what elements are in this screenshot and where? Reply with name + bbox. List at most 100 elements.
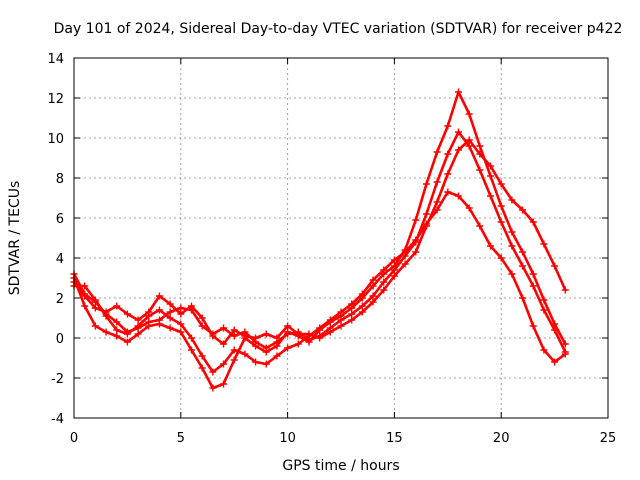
data-point-marker (551, 320, 559, 328)
data-point-marker (198, 352, 206, 360)
data-point-marker (166, 324, 174, 332)
data-point-marker (273, 342, 281, 350)
data-point-marker (220, 340, 228, 348)
data-point-marker (198, 314, 206, 322)
data-point-marker (262, 348, 270, 356)
data-point-marker (444, 122, 452, 130)
data-point-marker (134, 330, 142, 338)
y-tick-label: 0 (56, 332, 64, 347)
data-point-marker (433, 198, 441, 206)
data-point-marker (454, 88, 462, 96)
data-point-marker (91, 296, 99, 304)
data-point-marker (326, 316, 334, 324)
data-point-marker (187, 334, 195, 342)
series-line (72, 130, 567, 354)
data-point-marker (284, 322, 292, 330)
data-point-marker (220, 324, 228, 332)
data-point-marker (412, 216, 420, 224)
data-point-marker (145, 322, 153, 330)
data-point-marker (508, 270, 516, 278)
y-axis-label: SDTVAR / TECUs (7, 181, 23, 296)
data-point-marker (433, 206, 441, 214)
chart-title: Day 101 of 2024, Sidereal Day-to-day VTE… (54, 21, 623, 37)
x-tick-label: 10 (279, 431, 296, 446)
y-tick-label: 12 (47, 92, 64, 107)
data-point-marker (294, 330, 302, 338)
data-point-marker (113, 318, 121, 326)
data-point-marker (91, 304, 99, 312)
data-point-marker (230, 346, 238, 354)
data-point-marker (198, 322, 206, 330)
data-point-marker (422, 220, 430, 228)
data-point-marker (134, 316, 142, 324)
data-point-marker (422, 180, 430, 188)
data-point-marker (444, 170, 452, 178)
data-point-marker (294, 340, 302, 348)
data-point-marker (508, 242, 516, 250)
data-point-marker (422, 210, 430, 218)
data-point-marker (209, 332, 217, 340)
series-track-1 (70, 128, 569, 356)
plot-frame (73, 57, 609, 419)
data-point-marker (123, 330, 131, 338)
data-point-marker (166, 300, 174, 308)
data-point-marker (540, 240, 548, 248)
data-point-marker (465, 136, 473, 144)
data-point-marker (561, 286, 569, 294)
series-line (72, 90, 567, 390)
data-point-marker (252, 334, 260, 342)
data-point-marker (91, 322, 99, 330)
data-point-marker (81, 302, 89, 310)
data-point-marker (561, 350, 569, 358)
data-point-marker (145, 312, 153, 320)
data-point-marker (113, 326, 121, 334)
data-point-marker (273, 334, 281, 342)
data-point-marker (230, 332, 238, 340)
data-point-marker (487, 242, 495, 250)
data-point-marker (380, 278, 388, 286)
data-point-marker (230, 356, 238, 364)
data-point-marker (123, 338, 131, 346)
grid (74, 58, 608, 418)
data-point-marker (155, 320, 163, 328)
data-series (70, 88, 569, 392)
data-point-marker (123, 310, 131, 318)
data-point-marker (454, 128, 462, 136)
x-tick-label: 20 (493, 431, 510, 446)
data-point-marker (358, 290, 366, 298)
data-point-marker (284, 344, 292, 352)
data-point-marker (476, 142, 484, 150)
data-point-marker (508, 196, 516, 204)
data-point-marker (551, 358, 559, 366)
data-point-marker (497, 254, 505, 262)
data-point-marker (390, 262, 398, 270)
data-point-marker (529, 322, 537, 330)
data-point-marker (476, 222, 484, 230)
data-point-marker (465, 204, 473, 212)
series-line (72, 190, 567, 374)
x-axis-label: GPS time / hours (282, 458, 399, 474)
y-tick-label: 4 (56, 252, 64, 267)
data-point-marker (433, 148, 441, 156)
data-point-marker (316, 324, 324, 332)
data-point-marker (187, 302, 195, 310)
data-point-marker (155, 306, 163, 314)
data-point-marker (284, 328, 292, 336)
data-point-marker (497, 202, 505, 210)
data-point-marker (390, 272, 398, 280)
data-point-marker (380, 266, 388, 274)
data-point-marker (252, 342, 260, 350)
data-point-marker (497, 180, 505, 188)
x-tick-label: 15 (386, 431, 403, 446)
data-point-marker (81, 282, 89, 290)
y-tick-label: 6 (56, 212, 64, 227)
data-point-marker (465, 110, 473, 118)
data-point-marker (177, 310, 185, 318)
data-point-marker (305, 332, 313, 340)
data-point-marker (348, 316, 356, 324)
data-point-marker (358, 308, 366, 316)
data-point-marker (305, 338, 313, 346)
x-tick-label: 0 (70, 431, 78, 446)
data-point-marker (369, 298, 377, 306)
